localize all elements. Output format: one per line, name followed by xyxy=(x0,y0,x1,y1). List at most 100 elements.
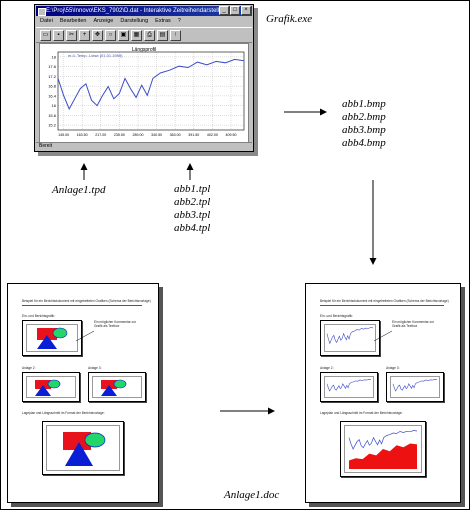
callout-pointer xyxy=(373,330,393,342)
document-label: Anlage1.doc xyxy=(224,489,280,501)
y-tick-label: 18 xyxy=(52,54,57,59)
y-tick-label: 15.2 xyxy=(48,123,57,128)
y-grid: 18 17.6 17.2 16.8 16.4 16 15.6 15.2 xyxy=(48,54,244,128)
plot-legend: m.ü. Temp. Lotse (01.01.1998) xyxy=(68,53,123,58)
minimize-icon[interactable]: _ xyxy=(219,6,229,15)
right-doc-caption-1: Ein- und Berichtsgrafik: xyxy=(320,314,353,318)
x-tick-label: 145.00 xyxy=(58,133,69,137)
blue-triangle xyxy=(35,385,51,396)
tpl-file-1: abb1.tpl xyxy=(174,183,211,195)
x-tick-label: 217.00 xyxy=(95,133,106,137)
plot-border xyxy=(57,51,245,131)
menu-darstellung[interactable]: Darstellung xyxy=(120,18,149,24)
left-doc-figure-3 xyxy=(88,372,146,402)
series-line xyxy=(57,58,245,111)
x-tick-label: 163.50 xyxy=(77,133,88,137)
right-doc-heading-rule xyxy=(320,305,444,306)
export-icon[interactable]: ▤ xyxy=(157,29,168,41)
green-ellipse xyxy=(84,432,106,448)
app-icon xyxy=(38,8,46,16)
left-doc-caption-2a: Anlage 2: xyxy=(22,366,36,370)
right-doc-chart-4 xyxy=(340,421,426,477)
add-icon[interactable]: + xyxy=(79,29,90,41)
menu-extras[interactable]: Extras xyxy=(155,18,171,24)
left-doc-figure-4 xyxy=(42,421,124,475)
y-tick-label: 15.6 xyxy=(48,113,57,118)
maximize-icon[interactable]: □ xyxy=(230,6,240,15)
shapes-2 xyxy=(35,379,61,396)
area-fill xyxy=(349,443,417,469)
menu-anzeige[interactable]: Anzeige xyxy=(93,18,114,24)
tpl-file-list: abb1.tpl abb2.tpl abb3.tpl abb4.tpl xyxy=(174,183,210,235)
plot-area: Längsprofil m.ü. Temp. Lotse (01.01.1998… xyxy=(39,43,249,143)
window-controls: _ □ × xyxy=(219,6,251,15)
tpl-file-2: abb2.tpl xyxy=(174,196,211,208)
open-icon[interactable]: ▭ xyxy=(40,29,51,41)
green-ellipse xyxy=(52,327,68,339)
right-doc-caption-3: Lageplan und Längsschnitt im Format der … xyxy=(320,411,403,415)
placeholder-shapes xyxy=(26,324,78,352)
mini-series-line xyxy=(326,327,374,345)
placeholder-shapes-3 xyxy=(92,376,142,398)
right-doc-caption-2a: Anlage 2: xyxy=(320,366,334,370)
mini-chart-1 xyxy=(326,327,374,345)
bmp-file-list: abb1.bmp abb2.bmp abb3.bmp abb4.bmp xyxy=(342,98,386,150)
x-tick-label: 409.50 xyxy=(225,133,236,137)
mini-series-line xyxy=(392,378,438,392)
shapes-1 xyxy=(37,327,68,349)
right-doc-chart-2 xyxy=(320,372,378,402)
x-tick-label: 391.50 xyxy=(188,133,199,137)
left-doc-figure-1 xyxy=(22,320,82,356)
mini-chart-3-frame xyxy=(390,376,440,398)
print-icon[interactable]: ⎙ xyxy=(144,29,155,41)
menu-bar: Datei Bearbeiten Anzeige Darstellung Ext… xyxy=(36,17,252,26)
bmp-file-3: abb3.bmp xyxy=(342,124,386,136)
window-title-bar: E:\Proj\55\Innovo\EKS_7902\D.dat - Inter… xyxy=(36,6,252,16)
menu-datei[interactable]: Datei xyxy=(40,18,53,24)
blue-triangle xyxy=(37,335,57,349)
copy-icon[interactable]: ▣ xyxy=(118,29,129,41)
y-tick-label: 17.2 xyxy=(48,74,57,79)
up-arrow-icon[interactable]: ↑ xyxy=(170,29,181,41)
right-doc-chart-3 xyxy=(386,372,444,402)
left-doc-callout: Ein möglicher Kommentar zur Grafik als T… xyxy=(94,320,136,328)
right-doc-callout: Ein möglicher Kommentar zur Grafik als T… xyxy=(392,320,434,328)
shapes-3 xyxy=(101,379,127,396)
tpl-file-3: abb3.tpl xyxy=(174,209,211,221)
red-rect xyxy=(63,432,91,450)
cut-icon[interactable]: ✂ xyxy=(66,29,77,41)
menu-help[interactable]: ? xyxy=(177,18,181,24)
shapes-4 xyxy=(63,432,106,466)
mini-series-line xyxy=(326,378,372,392)
red-rect xyxy=(35,380,51,389)
mini-chart-2-frame xyxy=(324,376,374,398)
x-tick-label: 340.50 xyxy=(151,133,162,137)
x-tick-label: 235.50 xyxy=(114,133,125,137)
mini-chart-1-frame xyxy=(324,324,376,352)
move-icon[interactable]: ✥ xyxy=(92,29,103,41)
grafik-app-window: E:\Proj\55\Innovo\EKS_7902\D.dat - Inter… xyxy=(34,4,254,152)
right-doc-chart-1 xyxy=(320,320,380,356)
close-icon[interactable]: × xyxy=(241,6,251,15)
x-tick-label: 363.00 xyxy=(170,133,181,137)
plot-title: Längsprofil xyxy=(132,47,156,53)
x-tick-label: 402.00 xyxy=(207,133,218,137)
right-callout-line xyxy=(373,330,393,342)
menu-bearbeiten[interactable]: Bearbeiten xyxy=(59,18,87,24)
area-chart xyxy=(348,430,418,469)
x-grid: 145.00 163.50 217.00 235.50 289.00 340.50 363.… xyxy=(58,52,236,137)
red-rect xyxy=(101,380,117,389)
grid-icon[interactable]: ▦ xyxy=(131,29,142,41)
result-document: Beispiel für ein Berichtsdokument mit ei… xyxy=(305,283,461,503)
left-callout-line xyxy=(75,330,95,342)
y-tick-label: 17.6 xyxy=(48,64,57,69)
blue-triangle xyxy=(65,442,93,466)
zoom-icon[interactable]: ○ xyxy=(105,29,116,41)
area-chart-frame xyxy=(344,425,422,473)
right-doc-caption-2b: Anlage 3: xyxy=(386,366,400,370)
template-document: Beispiel für ein Berichtsdokument mit ei… xyxy=(7,283,159,503)
save-icon[interactable]: ▪ xyxy=(53,29,64,41)
mini-chart-2 xyxy=(326,378,372,392)
